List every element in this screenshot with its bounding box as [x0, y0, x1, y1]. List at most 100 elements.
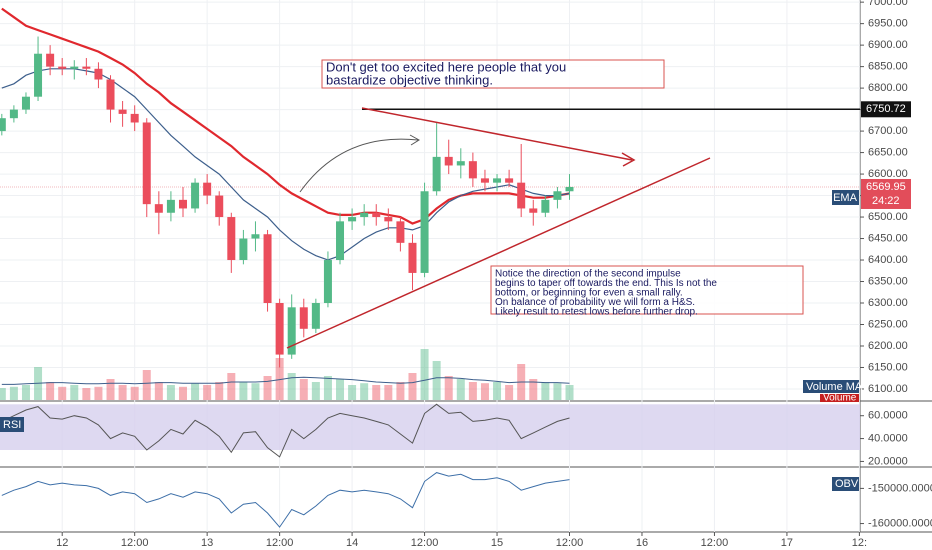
candle-body [565, 186, 574, 192]
support-trendline [286, 157, 711, 349]
candle-body [154, 204, 163, 213]
candle-body [493, 178, 502, 183]
candle-body [323, 260, 332, 304]
candle-body [432, 156, 441, 192]
y-tick-label: 6150.00 [868, 361, 908, 373]
candle-body [166, 199, 175, 213]
x-tick-label: 15 [491, 537, 503, 549]
annotation-text: Notice the direction of the second impul… [495, 269, 681, 280]
annotation-box [490, 265, 804, 315]
candle-body [408, 242, 417, 273]
x-tick-label: 12:00 [121, 537, 149, 549]
candle-body [299, 307, 308, 329]
volume-bar [154, 382, 163, 400]
volume-bar [493, 382, 502, 400]
candle-body [9, 109, 18, 119]
candle-body [263, 234, 272, 304]
candle-body [553, 191, 562, 200]
y-tick-label: 6100.00 [868, 383, 908, 395]
volume-ma-label: Volume MA [806, 381, 863, 393]
x-tick-label: 13 [201, 537, 213, 549]
x-tick-label: 12 [56, 537, 68, 549]
volume-bar [456, 379, 465, 400]
volume-bar [505, 385, 514, 400]
candle-body [0, 118, 6, 132]
candle-body [517, 182, 526, 209]
level-label: 6750.72 [866, 103, 906, 115]
annotation-text: Likely result to retest lows before furt… [495, 307, 698, 318]
volume-bar [94, 386, 103, 400]
candle-body [34, 53, 43, 97]
annotation-text: Don't get too excited here people that y… [326, 59, 566, 74]
y-tick-label: 40.0000 [868, 432, 908, 444]
volume-bar [529, 379, 538, 400]
annotation-box [321, 59, 665, 89]
annotation-text: On balance of probability we will form a… [495, 297, 695, 308]
arrow-head [409, 134, 420, 146]
volume-bar [360, 383, 369, 400]
x-tick-label: 12:00 [701, 537, 729, 549]
candle-body [118, 109, 127, 114]
volume-bar [287, 373, 296, 400]
y-tick-label: 6900.00 [868, 39, 908, 51]
obv-line [1, 472, 570, 528]
volume-bar [58, 386, 67, 400]
indicator-label: EMA [833, 192, 858, 204]
candle-body [191, 182, 200, 209]
volume-bar [384, 385, 393, 400]
y-tick-label: 6400.00 [868, 254, 908, 266]
volume-bar [70, 385, 79, 400]
volume-bar [142, 370, 151, 400]
curved-arrow [299, 138, 419, 193]
annotation: Don't get too excited here people that y… [321, 59, 665, 89]
candle-body [70, 66, 79, 69]
volume-ma-line [1, 376, 570, 385]
volume-bar [299, 379, 308, 400]
x-tick-label: 14 [346, 537, 358, 549]
candle-body [94, 68, 103, 80]
volume-bar [191, 383, 200, 400]
ma-line [1, 7, 570, 225]
drawings: Don't get too excited here people that y… [286, 59, 804, 349]
y-tick-label: 6600.00 [868, 168, 908, 180]
rsi-badge [0, 417, 24, 432]
rsi-band [0, 404, 860, 450]
volume-bar [263, 376, 272, 400]
candle-body [178, 199, 187, 209]
volume-bar [130, 386, 139, 400]
candle-body [82, 66, 91, 69]
candle-body [311, 303, 320, 329]
y-tick-label: -160000.0000 [868, 517, 932, 529]
volume-bar [203, 385, 212, 400]
volume-bar [372, 385, 381, 400]
candle-body [239, 238, 248, 261]
candle-body [372, 212, 381, 218]
volume-bar [9, 386, 18, 400]
candle-body [215, 195, 224, 218]
y-tick-label: 6850.00 [868, 61, 908, 73]
annotation-text: bastardize objective thinking. [326, 72, 493, 87]
y-tick-label: 6450.00 [868, 232, 908, 244]
obv-label: OBV [835, 478, 859, 490]
volume-bar [227, 373, 236, 400]
rsi-label: RSI [3, 419, 21, 431]
y-tick-label: 6250.00 [868, 318, 908, 330]
volume-bar [118, 385, 127, 400]
candle-body [348, 217, 357, 222]
countdown: 24:22 [872, 195, 900, 207]
candle-body [46, 53, 55, 67]
volume-bar [336, 379, 345, 400]
candle-body [21, 96, 30, 110]
candle-body [444, 156, 453, 166]
volume-bar [275, 358, 284, 400]
y-tick-label: 6950.00 [868, 18, 908, 30]
candle-body [480, 178, 489, 183]
y-tick-label: 7000.00 [868, 0, 908, 8]
last-price-label: 6569.95 [866, 181, 906, 193]
x-tick-label: 12: [852, 537, 867, 549]
x-tick-label: 12:00 [411, 537, 439, 549]
candle-body [505, 178, 514, 183]
volume-bar [408, 373, 417, 400]
y-tick-label: 60.0000 [868, 410, 908, 422]
